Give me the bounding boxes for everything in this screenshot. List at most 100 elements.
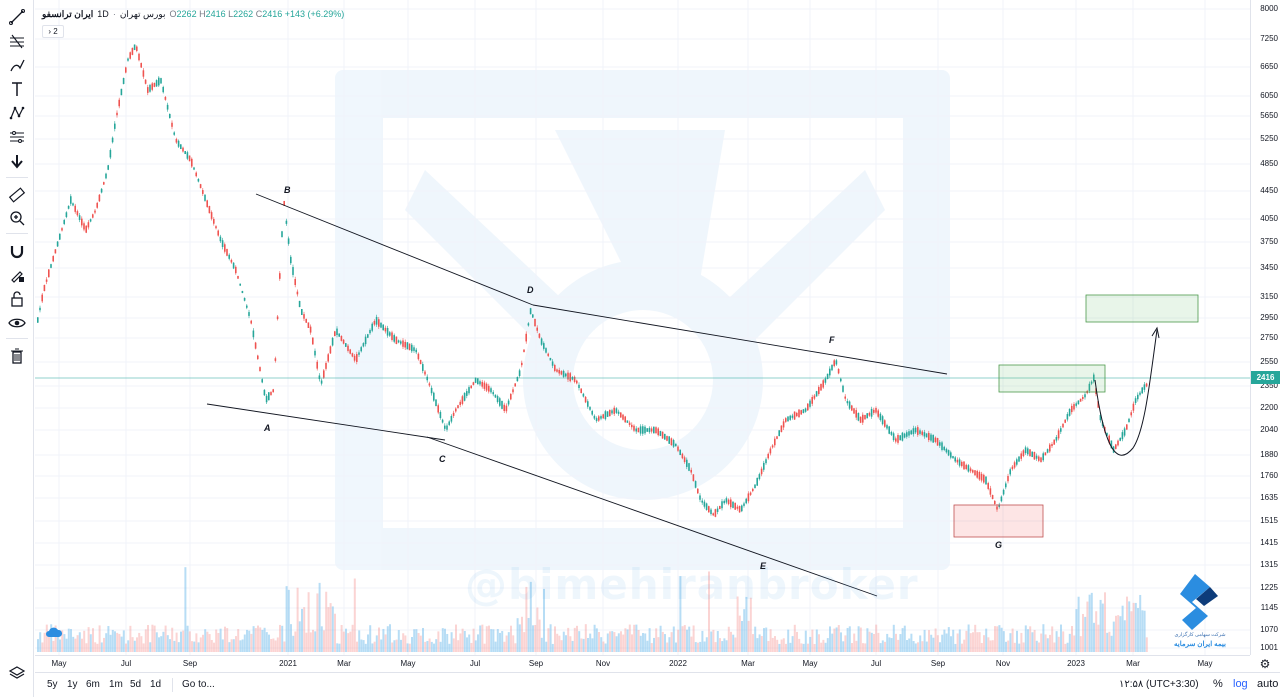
brush-tool-icon[interactable] (5, 54, 29, 76)
timeframe[interactable]: 1D (97, 9, 109, 19)
target-box-2[interactable] (1085, 294, 1199, 323)
arrow-head-icon (1151, 326, 1160, 339)
time-axis[interactable]: May Jul Sep 2021 Mar May Jul Sep Nov 2022 Mar May Ju… (35, 655, 1250, 671)
candle-body (391, 332, 393, 340)
symbol-name[interactable]: ایران ترانسفو (42, 8, 94, 19)
volume-bar (41, 642, 44, 652)
volume-bar (778, 643, 781, 652)
log-scale-button[interactable]: log (1233, 678, 1248, 690)
candle-body (549, 357, 552, 361)
text-tool-icon[interactable] (5, 78, 29, 100)
pitchfork-tool-icon[interactable] (5, 30, 29, 52)
volume-bar (505, 635, 508, 652)
candle-body (481, 381, 483, 387)
magnet-icon[interactable] (5, 240, 29, 262)
price-chart[interactable] (35, 0, 1250, 655)
range-1y-button[interactable]: 1y (67, 679, 78, 690)
auto-scale-button[interactable]: auto (1257, 678, 1279, 690)
range-1d-button[interactable]: 1d (150, 679, 162, 690)
candle-body (78, 215, 81, 220)
volume-bar (285, 586, 288, 652)
unlock-icon[interactable] (5, 288, 29, 310)
timezone-clock[interactable]: ۱۲:۵۸ (UTC+3:30) (1119, 679, 1199, 690)
candle-body (675, 443, 677, 447)
volume-bar (523, 632, 526, 652)
volume-bar (650, 643, 653, 652)
trend-line-a-c[interactable] (206, 403, 446, 441)
candle-body (217, 230, 219, 236)
trend-line-d-f[interactable] (532, 304, 948, 375)
volume-bar (206, 631, 209, 652)
arrow-down-icon[interactable] (5, 150, 29, 172)
percent-scale-button[interactable]: % (1213, 678, 1223, 690)
volume-bar (985, 628, 988, 652)
candle-body (529, 308, 532, 315)
volume-bar (276, 637, 279, 652)
volume-bar (287, 589, 290, 652)
candle-body (375, 316, 378, 325)
candle-body (1046, 449, 1049, 453)
support-box[interactable] (953, 504, 1044, 538)
price-axis[interactable]: 8000 7250 6650 6050 5650 5250 4850 4450 4050 3750… (1250, 0, 1280, 655)
volume-bar (1086, 601, 1089, 652)
candle-body (1073, 404, 1075, 410)
candle-body (226, 249, 228, 256)
brand-line-1: شرکت سهامی کارگزاری (1174, 632, 1226, 638)
trend-line-c-e[interactable] (426, 436, 878, 597)
volume-bar (976, 632, 979, 652)
candle-body (756, 477, 758, 486)
prediction-tool-icon[interactable] (5, 126, 29, 148)
lock-drawings-icon[interactable] (5, 264, 29, 286)
volume-bar (635, 624, 638, 652)
candle-body (952, 456, 954, 459)
legend-collapse-button[interactable]: › 2 (42, 25, 64, 38)
volume-bar (340, 624, 343, 652)
trend-line-tool-icon[interactable] (5, 6, 29, 28)
ruler-icon[interactable] (5, 184, 29, 206)
volume-bar (657, 637, 660, 652)
candle-body (1139, 392, 1141, 395)
pattern-tool-icon[interactable] (5, 102, 29, 124)
volume-bar (626, 629, 629, 652)
range-1m-button[interactable]: 1m (109, 679, 123, 690)
candle-body (661, 431, 664, 439)
trash-icon[interactable] (5, 345, 29, 367)
candle-body (963, 461, 965, 470)
candle-body (109, 150, 112, 158)
target-box-1[interactable] (998, 364, 1106, 393)
gear-icon[interactable]: ⚙ (1259, 657, 1271, 671)
range-5d-button[interactable]: 5d (130, 679, 142, 690)
candle-body (74, 205, 76, 212)
candle-body (521, 362, 523, 366)
volume-bar (919, 635, 922, 652)
goto-date-button[interactable]: Go to... (182, 679, 215, 690)
range-6m-button[interactable]: 6m (86, 679, 100, 690)
candle-body (422, 364, 424, 371)
candle-body (382, 324, 384, 331)
trend-lines[interactable] (206, 193, 948, 597)
projection-arrow[interactable] (1094, 329, 1158, 456)
volume-bar (697, 642, 699, 652)
candle-body (961, 461, 963, 467)
volume-bar (831, 633, 834, 652)
volume-bar (272, 638, 275, 652)
candle-body (615, 408, 618, 413)
layers-icon[interactable] (5, 662, 29, 684)
zoom-in-icon[interactable] (5, 207, 29, 229)
volume-bar (569, 636, 572, 652)
volume-bar (754, 626, 757, 652)
trend-line-b-d[interactable] (255, 193, 534, 306)
cloud-icon[interactable] (45, 626, 63, 639)
candle-body (169, 113, 171, 119)
volume-bar (864, 643, 867, 652)
chart-pane[interactable]: @bimehiranbroker A B C D E F G شرکت سهام… (35, 0, 1250, 655)
symbol-legend[interactable]: ایران ترانسفو 1D · بورس تهران O2262 H241… (42, 6, 344, 22)
range-5y-button[interactable]: 5y (47, 679, 58, 690)
candle-body (202, 190, 204, 194)
volume-bar (105, 633, 108, 652)
candle-body (584, 396, 587, 403)
candle-body (503, 404, 505, 411)
candle-body (85, 225, 87, 233)
eye-icon[interactable] (5, 312, 29, 334)
candle-body (41, 294, 43, 302)
